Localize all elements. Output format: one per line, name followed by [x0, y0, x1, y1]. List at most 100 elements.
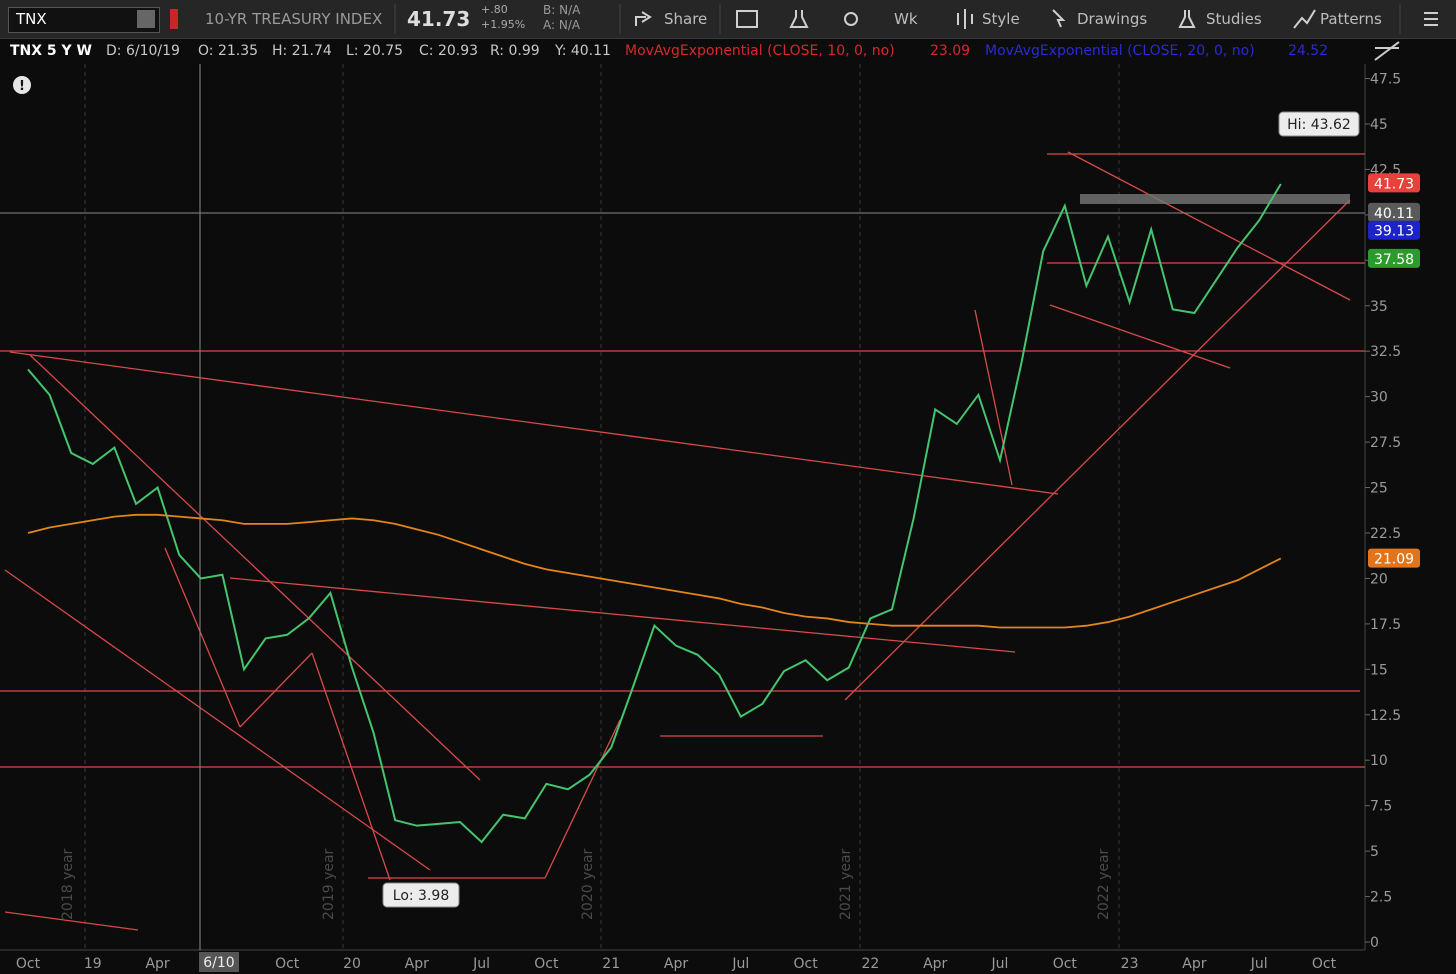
- series-line: [27, 513, 1282, 629]
- price-marker-label: 21.09: [1374, 552, 1414, 568]
- bid: B: N/A: [543, 3, 581, 17]
- y-tick-label: 45: [1370, 117, 1388, 133]
- drawings-button[interactable]: Drawings: [1077, 10, 1148, 28]
- symbol-box[interactable]: [8, 7, 160, 33]
- studies-icon[interactable]: [1178, 10, 1196, 28]
- study-value: 24.52: [1288, 43, 1329, 59]
- y-tick-label: 0: [1370, 935, 1379, 951]
- axis-tool[interactable]: [1374, 41, 1400, 61]
- info-item: H: 21.74: [272, 43, 332, 59]
- x-tick-label: Oct: [1053, 956, 1078, 972]
- x-tick-label: 19: [84, 956, 102, 972]
- share-button[interactable]: Share: [664, 10, 708, 28]
- x-tick-label: Jul: [991, 956, 1009, 972]
- studies-button[interactable]: Studies: [1206, 10, 1262, 28]
- info-item: D: 6/10/19: [106, 43, 180, 59]
- symbol[interactable]: TNX: [16, 10, 47, 28]
- info-item: TNX 5 Y W: [10, 43, 93, 59]
- cursor-date-box: [199, 952, 239, 972]
- y-tick-label: 32.5: [1370, 344, 1401, 360]
- study-value: 23.09: [930, 43, 971, 59]
- price-marker: [1368, 202, 1420, 222]
- y-tick-label: 22.5: [1370, 526, 1401, 542]
- menu-icon[interactable]: [1424, 12, 1438, 26]
- share-icon[interactable]: [635, 11, 652, 26]
- price-marker: [1368, 548, 1420, 568]
- x-tick-label: 20: [343, 956, 361, 972]
- y-tick-label: 7.5: [1370, 799, 1392, 815]
- cursor-date: 6/10: [203, 955, 234, 971]
- alert-icon[interactable]: [13, 76, 31, 94]
- price-marker: [1368, 173, 1420, 193]
- dropdown[interactable]: [137, 10, 155, 28]
- price-marker-label: 40.11: [1374, 206, 1414, 222]
- price-marker: [1368, 220, 1420, 240]
- price-axis: [1365, 64, 1456, 950]
- y-tick-label: 47.5: [1370, 72, 1401, 88]
- y-tick-label: 5: [1370, 844, 1379, 860]
- last-price: 41.73: [407, 7, 471, 31]
- year-label: 2018 year: [60, 848, 76, 920]
- x-tick-label: Apr: [1182, 956, 1206, 972]
- y-tick-label: 10: [1370, 753, 1388, 769]
- toolbar-icons: [394, 4, 1438, 34]
- zone: [1080, 194, 1350, 204]
- x-tick-label: Apr: [664, 956, 688, 972]
- description: 10-YR TREASURY INDEX: [205, 10, 383, 28]
- year-label: 2021 year: [838, 848, 854, 920]
- x-tick-label: Jul: [731, 956, 749, 972]
- price-marker-label: 37.58: [1374, 252, 1414, 268]
- info-bar: TNX 5 Y W D: 6/10/19 O: 21.35 H: 21.74 L…: [0, 39, 1365, 65]
- style-icon[interactable]: [957, 9, 973, 29]
- flask-icon[interactable]: [789, 10, 809, 28]
- y-tick-label: 15: [1370, 662, 1388, 678]
- annotation: Lo: 3.98: [393, 888, 449, 904]
- flag: [170, 9, 178, 29]
- change-pct: +1.95%: [481, 18, 526, 31]
- y-tick-label: 12.5: [1370, 708, 1401, 724]
- price-marker-label: 39.13: [1374, 224, 1414, 240]
- y-tick-label: 30: [1370, 390, 1388, 406]
- y-tick-label: 35: [1370, 299, 1388, 315]
- x-tick-label: 21: [602, 956, 620, 972]
- series-line: [27, 183, 1282, 844]
- trendlines: [0, 151, 1365, 931]
- info-item: C: 20.93: [419, 43, 479, 59]
- x-tick-label: Oct: [534, 956, 559, 972]
- drawings-icon[interactable]: [1052, 9, 1066, 28]
- patterns-icon[interactable]: [1293, 9, 1316, 29]
- info-item: L: 20.75: [346, 43, 404, 59]
- alert-icon: !: [19, 79, 25, 94]
- y-tick-label: 2.5: [1370, 890, 1392, 906]
- price-marker: [1368, 248, 1420, 268]
- x-tick-label: Jul: [472, 956, 490, 972]
- x-tick-label: 23: [1121, 956, 1139, 972]
- style-button[interactable]: Style: [982, 10, 1020, 28]
- y-tick-label: 27.5: [1370, 435, 1401, 451]
- annotation: Hi: 43.62: [1287, 117, 1351, 133]
- x-tick-label: Oct: [1312, 956, 1337, 972]
- change: +.80: [481, 3, 508, 16]
- year-label: 2019 year: [321, 848, 337, 920]
- x-tick-label: Oct: [16, 956, 41, 972]
- info-item: Y: 40.11: [555, 43, 611, 59]
- info-item: O: 21.35: [198, 43, 259, 59]
- study-label: MovAvgExponential (CLOSE, 20, 0, no): [985, 43, 1255, 59]
- year-label: 2020 year: [580, 848, 596, 920]
- info-item: R: 0.99: [490, 43, 540, 59]
- year-label: 2022 year: [1096, 848, 1112, 920]
- toolbar: TNX 10-YR TREASURY INDEX 41.73 +.80 +1.9…: [0, 0, 1456, 39]
- patterns-button[interactable]: Patterns: [1320, 10, 1382, 28]
- gear-icon[interactable]: [844, 12, 858, 26]
- x-tick-label: Oct: [275, 956, 300, 972]
- y-tick-label: 20: [1370, 571, 1388, 587]
- y-tick-label: 25: [1370, 481, 1388, 497]
- calendar-icon[interactable]: [736, 10, 758, 28]
- ask: A: N/A: [543, 18, 581, 32]
- wk-button[interactable]: Wk: [894, 10, 918, 28]
- annotation-box: [382, 882, 460, 908]
- x-tick-label: Oct: [793, 956, 818, 972]
- x-tick-label: Apr: [405, 956, 429, 972]
- study-label: MovAvgExponential (CLOSE, 10, 0, no): [625, 43, 895, 59]
